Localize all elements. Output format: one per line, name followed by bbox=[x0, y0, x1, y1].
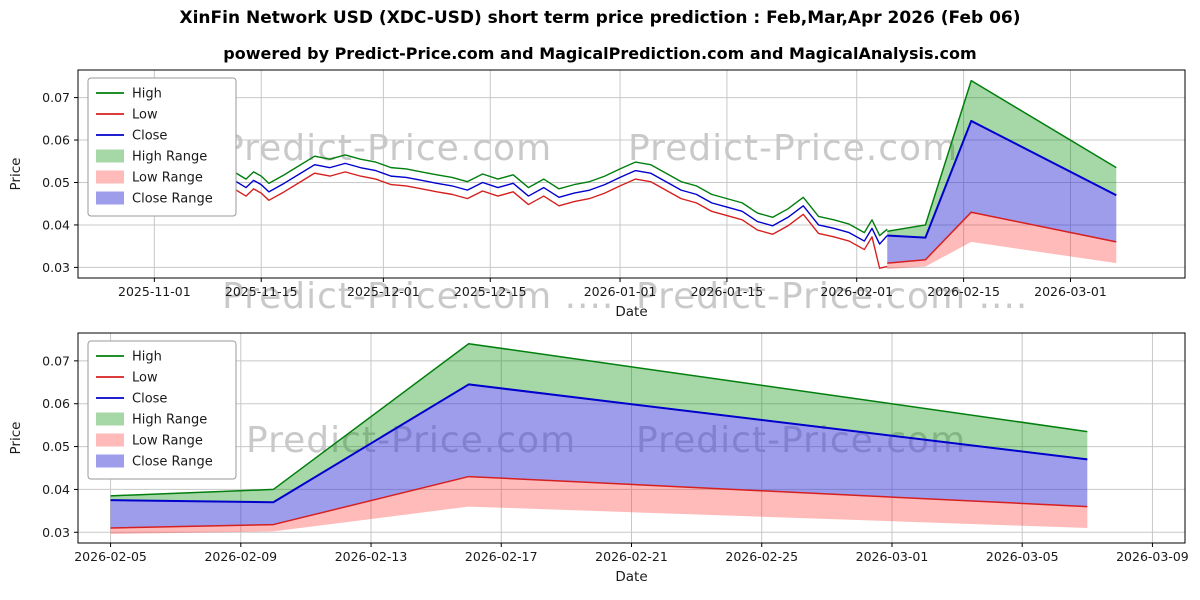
low-range-fill bbox=[887, 212, 1117, 270]
legend-label: Close Range bbox=[132, 192, 213, 207]
x-tick-label: 2025-11-01 bbox=[118, 284, 191, 299]
predicted-low-line bbox=[110, 475, 1088, 529]
low-line bbox=[123, 138, 888, 269]
close-range-fill bbox=[887, 120, 1117, 264]
legend-fill-swatch bbox=[96, 433, 124, 447]
y-tick-label: 0.03 bbox=[42, 260, 70, 275]
y-axis-label: Price bbox=[8, 422, 24, 455]
high-line bbox=[123, 121, 888, 237]
watermark-text: Predict-Price.com .... bbox=[636, 276, 1029, 317]
predicted-high-line bbox=[887, 79, 1117, 233]
x-tick-label: 2026-02-01 bbox=[820, 284, 893, 299]
predicted-close-line bbox=[887, 119, 1117, 239]
x-tick-label: 2025-11-15 bbox=[225, 284, 298, 299]
legend-label: Low bbox=[132, 371, 158, 386]
x-tick-label: 2026-02-13 bbox=[335, 549, 408, 564]
x-tick-label: 2026-01-15 bbox=[691, 284, 764, 299]
y-tick-label: 0.07 bbox=[42, 90, 70, 105]
legend-label: Close bbox=[132, 392, 167, 407]
x-tick-label: 2026-02-05 bbox=[74, 549, 147, 564]
y-tick-label: 0.03 bbox=[42, 525, 70, 540]
watermark-text: Predict-Price.com .... bbox=[222, 276, 615, 317]
legend-fill-swatch bbox=[96, 170, 124, 184]
y-tick-label: 0.05 bbox=[42, 439, 70, 454]
legend-fill-swatch bbox=[96, 191, 124, 205]
x-tick-label: 2025-12-01 bbox=[347, 284, 420, 299]
x-tick-label: 2026-02-15 bbox=[927, 284, 1000, 299]
close-line bbox=[123, 130, 888, 245]
y-axis-label: Price bbox=[8, 158, 24, 191]
legend-label: Low Range bbox=[132, 171, 203, 186]
x-tick-label: 2026-02-21 bbox=[595, 549, 668, 564]
legend-fill-swatch bbox=[96, 412, 124, 426]
watermark-text: Predict-Price.com bbox=[222, 128, 553, 169]
legend-fill-swatch bbox=[96, 454, 124, 468]
y-tick-label: 0.05 bbox=[42, 175, 70, 190]
legend-label: Close Range bbox=[132, 455, 213, 470]
x-axis-label: Date bbox=[615, 569, 647, 585]
legend-fill-swatch bbox=[96, 149, 124, 163]
y-tick-label: 0.06 bbox=[42, 133, 70, 148]
y-tick-label: 0.06 bbox=[42, 396, 70, 411]
legend-label: High Range bbox=[132, 413, 207, 428]
high-range-fill bbox=[110, 343, 1088, 503]
watermark-text: Predict-Price.com bbox=[636, 420, 966, 461]
y-tick-label: 0.07 bbox=[42, 353, 70, 368]
legend-label: Close bbox=[132, 129, 167, 144]
legend-label: Low bbox=[132, 108, 158, 123]
x-tick-label: 2026-01-01 bbox=[584, 284, 657, 299]
y-tick-label: 0.04 bbox=[42, 217, 70, 232]
predicted-low-line bbox=[887, 211, 1117, 264]
legend-label: High bbox=[132, 350, 162, 365]
x-tick-label: 2026-02-25 bbox=[725, 549, 798, 564]
x-tick-label: 2026-03-09 bbox=[1116, 549, 1189, 564]
close-range-fill bbox=[110, 384, 1088, 528]
legend-label: Low Range bbox=[132, 434, 203, 449]
legend-box bbox=[87, 340, 237, 480]
top-history-and-prediction-chart: 0.03 0.04 0.05 0.06 0.07 2025-11-01 2025-11-15… bbox=[8, 69, 1186, 320]
x-tick-label: 2026-02-17 bbox=[465, 549, 538, 564]
page-title: XinFin Network USD (XDC-USD) short term … bbox=[179, 8, 1021, 28]
watermark-text: Predict-Price.com bbox=[246, 420, 576, 461]
legend-box bbox=[87, 77, 237, 217]
x-tick-label: 2026-03-01 bbox=[1034, 284, 1107, 299]
watermark-text: Predict-Price.com bbox=[628, 128, 959, 169]
plot-border bbox=[77, 69, 1186, 279]
x-axis-label: Date bbox=[615, 304, 647, 320]
y-tick-label: 0.04 bbox=[42, 482, 70, 497]
predicted-close-line bbox=[110, 383, 1088, 504]
high-range-fill bbox=[887, 80, 1117, 238]
predicted-high-line bbox=[110, 342, 1088, 497]
page-subtitle: powered by Predict-Price.com and Magical… bbox=[223, 44, 977, 63]
legend-label: High Range bbox=[132, 150, 207, 165]
x-tick-label: 2025-12-15 bbox=[454, 284, 527, 299]
low-range-fill bbox=[110, 476, 1088, 534]
bottom-prediction-zoom-chart: 0.03 0.04 0.05 0.06 0.07 2026-02-05 2026-02-09… bbox=[8, 332, 1189, 585]
x-tick-label: 2026-03-05 bbox=[986, 549, 1059, 564]
x-tick-label: 2026-03-01 bbox=[856, 549, 929, 564]
x-tick-label: 2026-02-09 bbox=[204, 549, 277, 564]
legend-label: High bbox=[132, 87, 162, 102]
